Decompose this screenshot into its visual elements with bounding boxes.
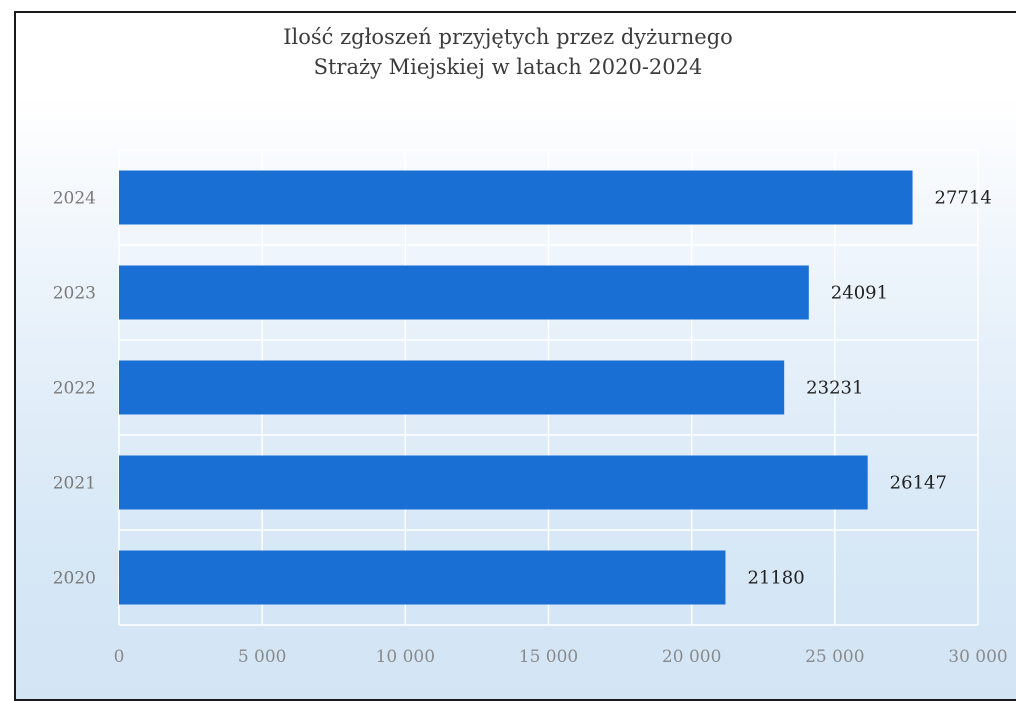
bar-2022 xyxy=(119,360,785,415)
data-label-2022: 23231 xyxy=(806,378,863,399)
data-label-2023: 24091 xyxy=(831,283,888,304)
category-label-2021: 2021 xyxy=(53,474,96,494)
data-label-2020: 21180 xyxy=(747,568,804,589)
bar-2020 xyxy=(119,550,726,605)
category-label-2020: 2020 xyxy=(53,569,96,589)
chart-title-line-1: Ilość zgłoszeń przyjętych przez dyżurneg… xyxy=(283,25,733,49)
data-label-2024: 27714 xyxy=(935,188,992,209)
bars xyxy=(119,170,913,605)
x-tick-label: 15 000 xyxy=(519,647,578,667)
x-tick-label: 5 000 xyxy=(238,647,287,667)
bar-2023 xyxy=(119,265,809,320)
bar-2021 xyxy=(119,455,868,510)
x-tick-label: 10 000 xyxy=(376,647,435,667)
category-label-2022: 2022 xyxy=(53,379,96,399)
labels: 0 5 000 10 000 15 000 20 000 25 000 30 000 2024… xyxy=(53,188,1008,668)
x-tick-label: 0 xyxy=(114,647,125,667)
chart-title-line-2: Straży Miejskiej w latach 2020-2024 xyxy=(313,55,703,79)
x-tick-label: 20 000 xyxy=(662,647,721,667)
x-tick-label: 25 000 xyxy=(805,647,864,667)
data-label-2021: 26147 xyxy=(890,473,947,494)
x-tick-label: 30 000 xyxy=(948,647,1007,667)
category-label-2024: 2024 xyxy=(53,189,96,209)
bar-2024 xyxy=(119,170,913,225)
category-label-2023: 2023 xyxy=(53,284,96,304)
chart-title: Ilość zgłoszeń przyjętych przez dyżurneg… xyxy=(0,22,1016,82)
